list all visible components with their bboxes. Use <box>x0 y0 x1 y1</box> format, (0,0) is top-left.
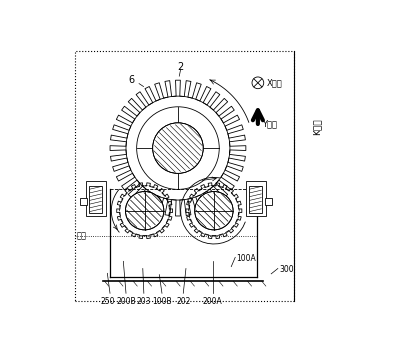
Bar <box>86 181 106 216</box>
Text: 2: 2 <box>177 62 184 72</box>
Bar <box>265 198 272 206</box>
Bar <box>249 186 262 212</box>
Text: K断面: K断面 <box>312 118 321 135</box>
Circle shape <box>195 192 233 230</box>
Circle shape <box>125 192 164 230</box>
Text: 100A: 100A <box>236 254 256 263</box>
Bar <box>89 186 102 212</box>
Text: 250: 250 <box>101 297 115 306</box>
Bar <box>80 198 87 206</box>
Text: 200B: 200B <box>116 297 136 306</box>
Text: 油箱: 油箱 <box>77 231 87 240</box>
Text: 300: 300 <box>279 265 294 274</box>
Text: X方向: X方向 <box>267 78 283 87</box>
Text: 100B: 100B <box>152 297 172 306</box>
Text: Y方向: Y方向 <box>262 120 277 129</box>
Circle shape <box>152 123 203 173</box>
Text: 202: 202 <box>176 297 190 306</box>
Text: 203: 203 <box>137 297 151 306</box>
Bar <box>246 181 266 216</box>
Text: 200A: 200A <box>203 297 223 306</box>
Text: 6: 6 <box>128 75 134 85</box>
